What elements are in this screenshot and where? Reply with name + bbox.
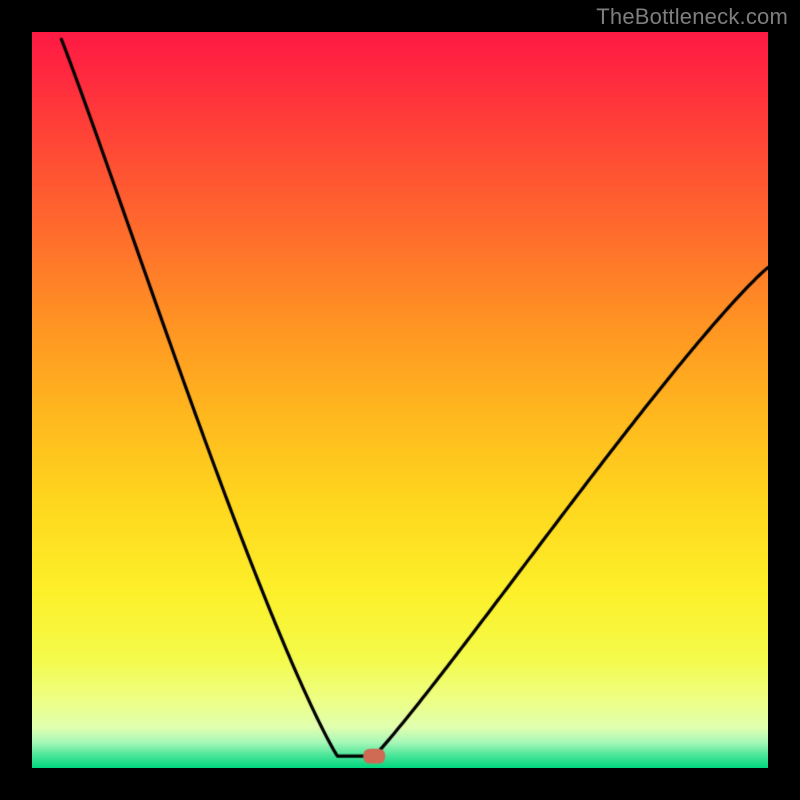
plot-frame — [32, 32, 768, 768]
stage: TheBottleneck.com — [0, 0, 800, 800]
bottleneck-chart — [32, 32, 768, 768]
watermark-text: TheBottleneck.com — [596, 4, 788, 30]
